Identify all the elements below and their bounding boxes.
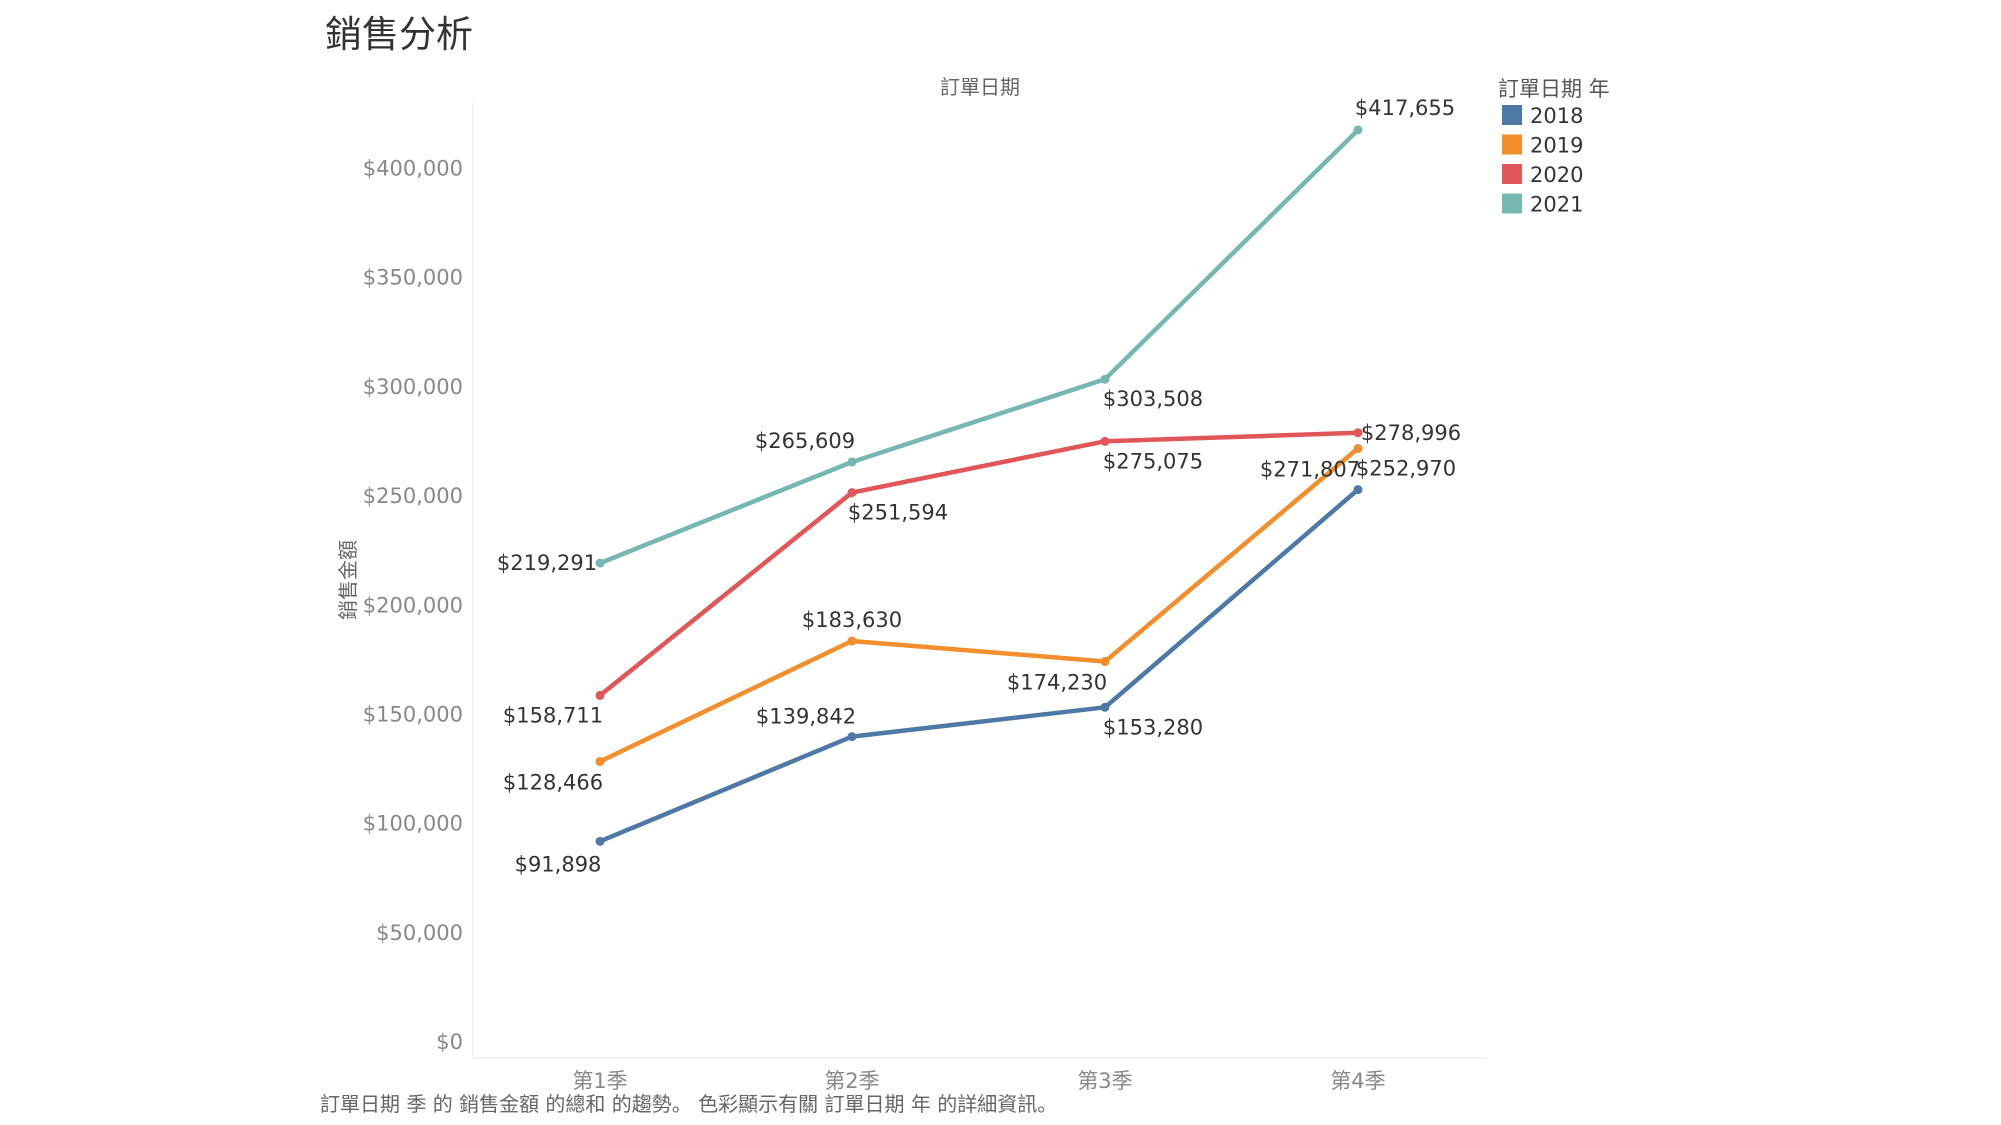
legend-swatch-2021 xyxy=(1502,193,1522,214)
data-point-2021 xyxy=(847,457,857,467)
x-axis-ticks: 第1季 第2季 第3季 第4季 xyxy=(572,1069,1385,1093)
legend-swatch-2019 xyxy=(1502,134,1522,155)
x-tick-label: 第2季 xyxy=(824,1069,879,1093)
legend-title: 訂單日期 年 xyxy=(1498,77,1610,101)
legend-swatch-2020 xyxy=(1502,164,1522,184)
x-tick-label: 第4季 xyxy=(1330,1069,1385,1093)
data-label-2020: $158,711 xyxy=(503,703,603,727)
chart-title: 銷售分析 xyxy=(325,13,473,56)
data-point-2021 xyxy=(1100,374,1110,384)
legend-label-2020: 2020 xyxy=(1530,163,1583,187)
x-tick-label: 第3季 xyxy=(1077,1069,1132,1093)
data-point-2020 xyxy=(1100,436,1110,446)
y-tick-label: $50,000 xyxy=(376,921,463,945)
y-tick-label: $250,000 xyxy=(363,484,463,508)
legend-swatch-2018 xyxy=(1502,105,1522,125)
data-point-2021 xyxy=(1353,125,1363,135)
data-label-2020: $251,594 xyxy=(848,501,948,525)
data-label-2019: $271,807 xyxy=(1260,457,1360,481)
y-tick-label: $100,000 xyxy=(363,812,463,836)
legend-label-2021: 2021 xyxy=(1530,193,1583,217)
x-axis-title: 訂單日期 xyxy=(940,75,1020,99)
y-tick-label: $150,000 xyxy=(363,702,463,726)
series-lines xyxy=(597,127,1361,844)
y-tick-label: $0 xyxy=(436,1030,463,1054)
data-point-2018 xyxy=(1100,702,1110,712)
y-tick-label: $350,000 xyxy=(363,266,463,290)
plot-area xyxy=(472,103,1487,1059)
series-line-2021 xyxy=(597,127,1361,566)
data-point-2019 xyxy=(1353,443,1363,453)
series-line-2018 xyxy=(597,487,1361,844)
data-label-2018: $153,280 xyxy=(1103,715,1203,739)
data-point-2020 xyxy=(595,690,605,700)
data-point-2020 xyxy=(1353,428,1363,438)
data-point-2019 xyxy=(847,636,857,646)
data-label-2018: $252,970 xyxy=(1356,457,1456,481)
series-points xyxy=(595,125,1363,846)
data-label-2019: $183,630 xyxy=(802,608,902,632)
y-tick-label: $300,000 xyxy=(363,375,463,399)
y-tick-label: $200,000 xyxy=(363,593,463,617)
legend-items: 2018 2019 2020 2021 xyxy=(1502,104,1583,217)
y-axis-title: 銷售金額 xyxy=(336,540,360,620)
data-point-2021 xyxy=(595,558,605,568)
data-point-2019 xyxy=(1100,657,1110,667)
x-tick-label: 第1季 xyxy=(572,1069,627,1093)
data-label-2019: $128,466 xyxy=(503,770,603,794)
data-label-2021: $417,655 xyxy=(1355,96,1455,120)
data-label-2018: $91,898 xyxy=(515,852,602,876)
series-line-2019 xyxy=(597,446,1361,764)
legend-label-2018: 2018 xyxy=(1530,104,1583,128)
series-line-2020 xyxy=(597,430,1361,698)
legend: 訂單日期 年 2018 2019 2020 2021 xyxy=(1498,77,1610,217)
data-point-2019 xyxy=(595,756,605,766)
data-label-2019: $174,230 xyxy=(1007,671,1107,695)
data-label-2020: $275,075 xyxy=(1103,449,1203,473)
y-axis-ticks: $0 $50,000 $100,000 $150,000 $200,000 $250,00… xyxy=(363,157,463,1054)
data-label-2020: $278,996 xyxy=(1361,421,1461,445)
data-label-2021: $265,609 xyxy=(755,429,855,453)
data-point-2020 xyxy=(847,488,857,498)
data-label-2018: $139,842 xyxy=(756,705,856,729)
data-point-2018 xyxy=(847,732,857,742)
legend-label-2019: 2019 xyxy=(1530,134,1583,158)
data-label-2021: $219,291 xyxy=(497,551,597,575)
data-label-2021: $303,508 xyxy=(1103,387,1203,411)
chart-caption: 訂單日期 季 的 銷售金額 的總和 的趨勢。 色彩顯示有關 訂單日期 年 的詳細… xyxy=(320,1092,1057,1116)
data-point-2018 xyxy=(1353,485,1363,495)
data-labels: $91,898 $139,842 $153,280 $252,970 $128,466 $… xyxy=(497,96,1461,876)
data-point-2018 xyxy=(595,836,605,846)
y-tick-label: $400,000 xyxy=(363,157,463,181)
